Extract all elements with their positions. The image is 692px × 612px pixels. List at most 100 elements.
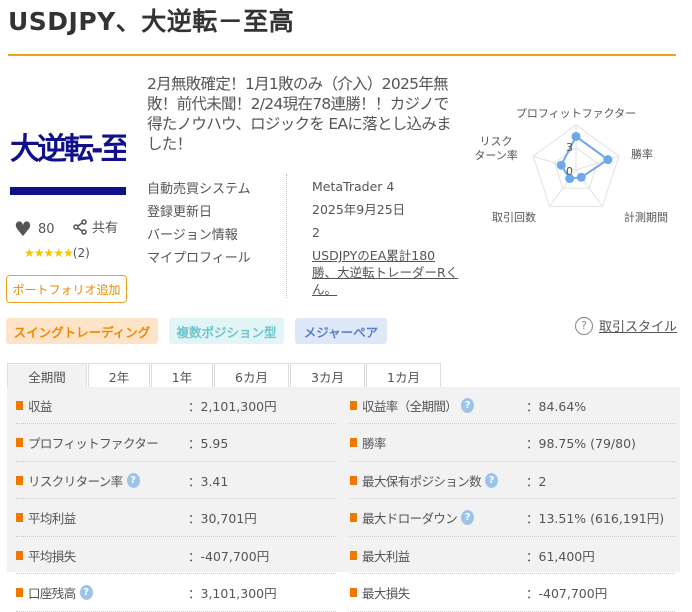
- stats-panel: 収益 ：2,101,300円プロフィットファクター ：5.95 リスクリターン率? ：3…: [7, 387, 680, 612]
- tab-3-months[interactable]: 3カ月: [290, 363, 365, 388]
- stat-value: ：3,101,300円: [188, 586, 277, 601]
- radar-series-line: [560, 134, 610, 180]
- radar-axis-line: [533, 155, 577, 171]
- stat-value: ：-407,700円: [188, 548, 270, 564]
- stat-label: プロフィットファクター: [28, 436, 159, 451]
- radar-point: [571, 131, 581, 141]
- help-icon[interactable]: ?: [461, 397, 475, 413]
- tab-6-months[interactable]: 6カ月: [214, 363, 289, 388]
- bullet-icon: [16, 400, 23, 410]
- stat-row: 勝率 ：98.75% (79/80): [350, 425, 675, 462]
- trade-style-label: 取引スタイル: [599, 320, 678, 335]
- stat-label: 最大ドローダウン: [362, 511, 458, 526]
- radar-axis-label: プロフィットファクター: [516, 107, 636, 120]
- stat-label: 最大利益: [362, 548, 410, 564]
- bullet-icon: [16, 550, 23, 560]
- bullet-icon: [350, 550, 357, 560]
- help-icon[interactable]: ?: [485, 472, 499, 488]
- share-icon: [73, 218, 87, 235]
- rating-count: (2): [72, 246, 90, 260]
- stat-row: プロフィットファクター ：5.95: [16, 425, 336, 462]
- radar-tick-label: 0: [566, 165, 573, 178]
- info-label-profile: マイプロフィール: [147, 251, 251, 266]
- stat-row: 収益 ：2,101,300円: [16, 387, 336, 424]
- radar-point: [556, 160, 566, 170]
- stat-label: リスクリターン率: [28, 473, 123, 489]
- share-button[interactable]: 共有: [72, 217, 118, 236]
- radar-axis-label: リスクターン率: [474, 135, 517, 162]
- bullet-icon: [350, 588, 357, 597]
- stat-row: リスクリターン率? ：3.41: [16, 462, 336, 499]
- bullet-icon: [350, 475, 357, 485]
- stat-row: 平均利益 ：30,701円: [16, 500, 336, 537]
- stat-value: ：2,101,300円: [188, 398, 277, 414]
- star-rating-icons: ★★★★★: [24, 246, 74, 260]
- bullet-icon: [16, 438, 23, 447]
- radar-grid: [554, 146, 598, 189]
- info-label-system: 自動売買システム: [147, 182, 251, 197]
- help-icon[interactable]: ?: [461, 510, 475, 525]
- title-divider: [8, 54, 676, 56]
- tag-multi-position[interactable]: 複数ポジション型: [169, 318, 284, 344]
- question-icon: ?: [575, 316, 593, 335]
- stat-label: 収益: [28, 398, 52, 414]
- info-label-updated: 登録更新日: [147, 205, 213, 220]
- stat-value: ：3.41: [188, 473, 229, 489]
- stat-value: ：30,701円: [188, 511, 257, 526]
- stat-value: ：2: [526, 473, 547, 489]
- trade-style-link[interactable]: ? 取引スタイル: [575, 316, 677, 335]
- radar-axis-label: 取引回数: [492, 210, 536, 224]
- like-button[interactable]: ♥ 80: [14, 217, 54, 241]
- stat-row: 収益率（全期間）? ：84.64%: [350, 387, 675, 424]
- stat-label: 最大損失: [362, 586, 410, 601]
- tag-major-pair[interactable]: メジャーペア: [295, 318, 387, 344]
- stat-row: 平均損失 ：-407,700円: [16, 537, 336, 574]
- radar-axis-label: 計測期間: [624, 210, 668, 224]
- period-tabs: 全期間 2年 1年 6カ月 3カ月 1カ月: [7, 363, 442, 388]
- stat-value: ：98.75% (79/80): [526, 436, 636, 451]
- info-label-version: バージョン情報: [147, 228, 238, 243]
- stat-label: 平均利益: [28, 511, 76, 526]
- stat-value: ：61,400円: [526, 548, 595, 564]
- stat-label: 口座残高: [28, 586, 76, 601]
- radar-point: [603, 155, 613, 165]
- help-icon[interactable]: ?: [79, 585, 93, 600]
- ea-description: 2月無敗確定！1月1敗のみ（介入）2025年無敗！前代未聞！2/24現在78連勝…: [147, 75, 452, 153]
- radar-point: [565, 174, 575, 184]
- page-title: USDJPY、大逆転－至高: [8, 7, 295, 36]
- tab-all-period[interactable]: 全期間: [7, 363, 87, 388]
- stat-value: ：-407,700円: [526, 586, 608, 601]
- tab-2-years[interactable]: 2年: [88, 363, 150, 388]
- stat-label: 収益率（全期間）: [362, 398, 458, 414]
- stat-row: 最大利益 ：61,400円: [350, 537, 675, 574]
- stat-row: 最大ドローダウン? ：13.51% (616,191円): [350, 500, 675, 537]
- stat-label: 勝率: [362, 436, 386, 451]
- share-label: 共有: [92, 221, 119, 236]
- stat-row: 口座残高? ：3,101,300円: [16, 575, 336, 612]
- radar-grid: [532, 124, 620, 207]
- stat-label: 平均損失: [28, 548, 76, 564]
- tag-swing-trading[interactable]: スイングトレーディング: [6, 318, 158, 344]
- ea-logo-image: 大逆転-至高: [10, 80, 126, 195]
- stat-label: 最大保有ポジション数: [362, 473, 482, 489]
- info-value-updated: 2025年9月25日: [312, 202, 406, 217]
- tab-1-year[interactable]: 1年: [151, 363, 213, 388]
- help-icon[interactable]: ?: [126, 472, 140, 488]
- heart-icon: ♥: [14, 217, 32, 241]
- profile-link[interactable]: USDJPYのEA累計180勝、大逆転トレーダーRくん。: [312, 248, 459, 297]
- radar-axis-label: 勝率: [631, 147, 653, 161]
- info-value-system: MetaTrader 4: [312, 179, 395, 194]
- radar-tick-label: 3: [566, 141, 573, 154]
- like-count: 80: [37, 221, 55, 237]
- radar-point: [576, 172, 586, 182]
- bullet-icon: [350, 513, 357, 522]
- info-divider: [286, 174, 287, 298]
- add-portfolio-button[interactable]: ポートフォリオ追加: [6, 275, 127, 303]
- tab-1-month[interactable]: 1カ月: [366, 363, 441, 388]
- bullet-icon: [16, 513, 23, 522]
- stat-row: 最大損失 ：-407,700円: [350, 575, 675, 612]
- stat-value: ：5.95: [188, 436, 229, 451]
- bullet-icon: [16, 588, 23, 597]
- stat-row: 最大保有ポジション数? ：2: [350, 462, 675, 499]
